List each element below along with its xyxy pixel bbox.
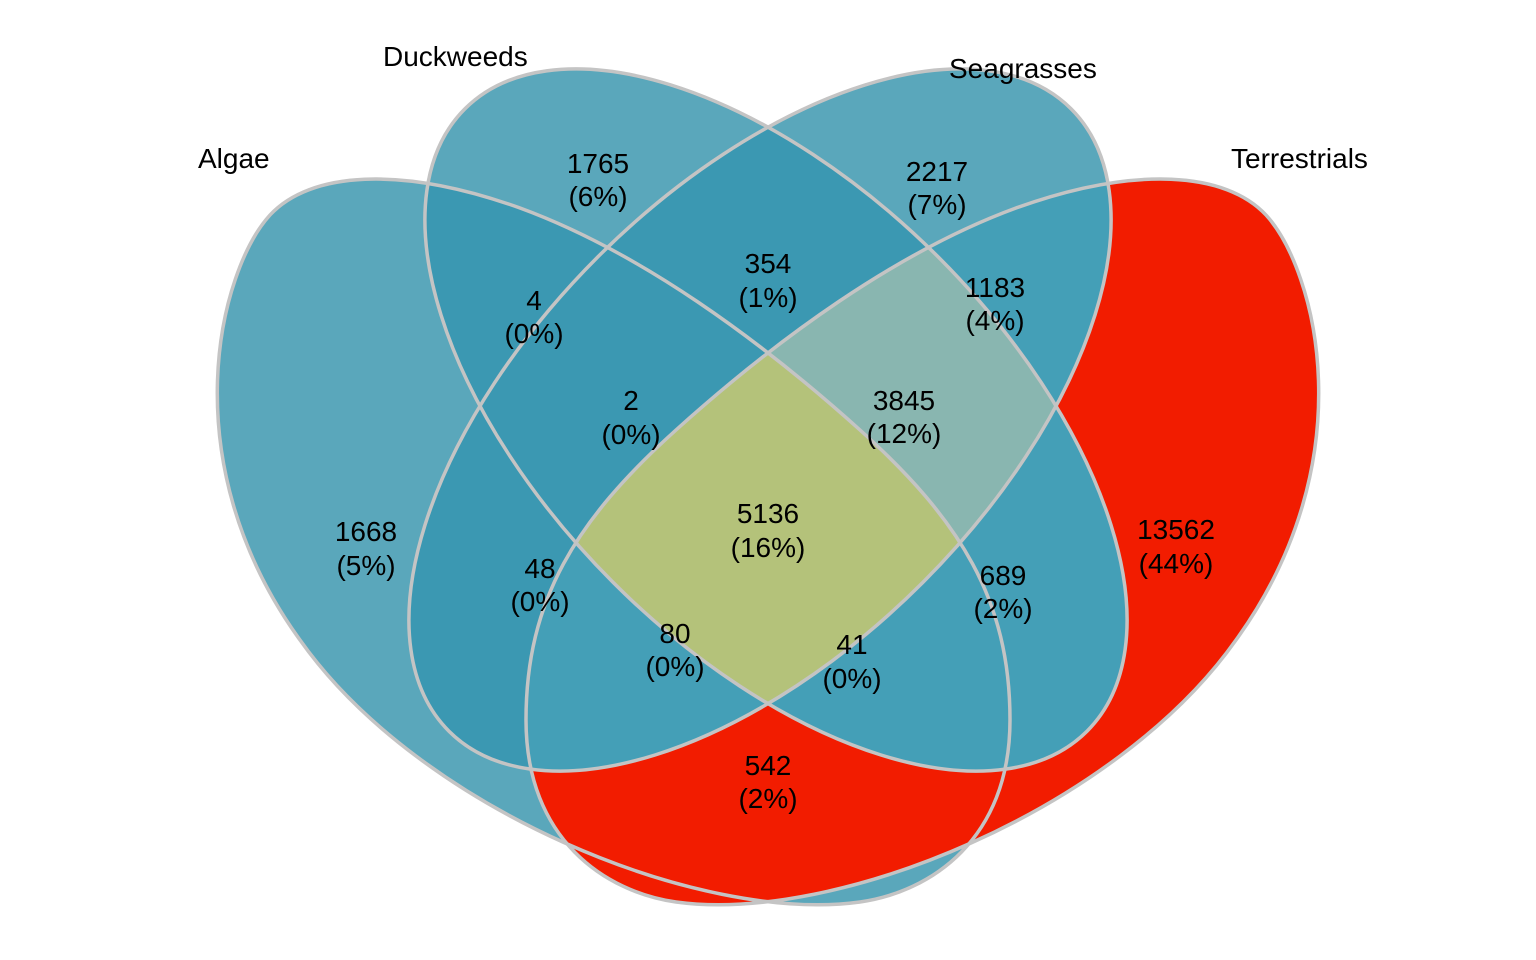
region-count: 354 xyxy=(745,248,792,279)
region-percent: (4%) xyxy=(965,305,1024,336)
outline-seagrasses xyxy=(407,67,1113,773)
region-count: 41 xyxy=(836,629,867,660)
region-count: 542 xyxy=(745,750,792,781)
region-count: 1668 xyxy=(335,516,397,547)
region-percent: (2%) xyxy=(738,783,797,814)
region-count: 1183 xyxy=(965,272,1025,303)
outline-terrestrials xyxy=(524,177,1321,907)
region-percent: (2%) xyxy=(973,593,1032,624)
set-label-terrestrials: Terrestrials xyxy=(1231,143,1368,174)
region-count: 689 xyxy=(980,560,1027,591)
region-count: 4 xyxy=(526,285,542,316)
region-percent: (44%) xyxy=(1139,548,1214,579)
region-percent: (0%) xyxy=(510,586,569,617)
region-percent: (5%) xyxy=(336,550,395,581)
region-percent: (0%) xyxy=(822,663,881,694)
region-percent: (7%) xyxy=(907,189,966,220)
region-count: 48 xyxy=(524,553,555,584)
region-count: 2 xyxy=(623,385,639,416)
region-percent: (16%) xyxy=(731,532,806,563)
region-count: 2217 xyxy=(906,156,968,187)
outline-duckweeds xyxy=(423,67,1129,773)
set-labels: Algae Duckweeds Seagrasses Terrestrials xyxy=(198,41,1368,174)
region-percent: (0%) xyxy=(601,419,660,450)
region-labels: 1668 (5%) 1765 (6%) 2217 (7%) 13562 (44%… xyxy=(335,148,1215,814)
region-percent: (6%) xyxy=(568,181,627,212)
venn-outlines xyxy=(215,67,1321,907)
region-count: 13562 xyxy=(1137,514,1215,545)
set-label-seagrasses: Seagrasses xyxy=(949,53,1097,84)
region-percent: (0%) xyxy=(645,651,704,682)
region-count: 5136 xyxy=(737,498,799,529)
region-count: 1765 xyxy=(567,148,629,179)
region-percent: (0%) xyxy=(504,318,563,349)
region-count: 3845 xyxy=(873,385,935,416)
set-label-algae: Algae xyxy=(198,143,270,174)
set-label-duckweeds: Duckweeds xyxy=(383,41,528,72)
region-percent: (1%) xyxy=(738,282,797,313)
region-count: 80 xyxy=(659,618,690,649)
region-percent: (12%) xyxy=(867,418,942,449)
outline-algae xyxy=(215,177,1012,907)
